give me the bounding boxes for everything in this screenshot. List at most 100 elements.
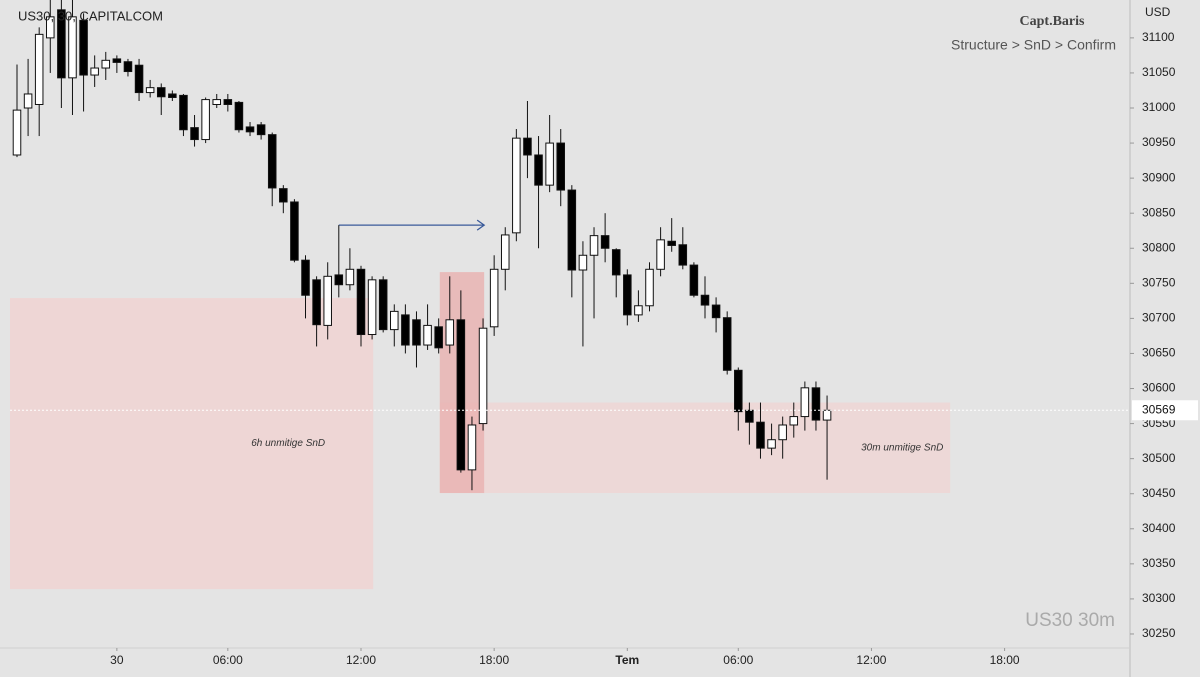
zone-label: 6h unmitige SnD [251, 438, 325, 449]
watermark: US30 30m [1025, 610, 1115, 631]
candle-up [423, 324, 432, 346]
candle-down [434, 326, 443, 349]
candle-down [112, 58, 122, 63]
candle-up [545, 142, 554, 186]
symbol: US30, 30, CAPITALCOM [18, 8, 163, 23]
subtitle: Structure > SnD > Confirm [951, 37, 1116, 53]
candle-up [68, 16, 77, 79]
candle-down [356, 268, 366, 336]
last-price-label: 30569 [1142, 402, 1176, 416]
candle-up [478, 327, 488, 425]
candle-up [767, 439, 776, 449]
candle-down [600, 235, 610, 249]
x-tick-label: 06:00 [213, 653, 243, 667]
candle-down [756, 421, 765, 449]
candle-up [512, 137, 521, 234]
author: Capt.Baris [1020, 14, 1086, 29]
y-tick-label: 30700 [1142, 311, 1176, 325]
x-tick-label: 12:00 [856, 653, 886, 667]
candle-down [456, 319, 466, 471]
candle-down [156, 87, 166, 98]
candle-down [401, 314, 410, 346]
plot [10, 0, 1130, 491]
candle-down [523, 137, 532, 156]
currency: USD [1145, 5, 1171, 19]
candle-up [789, 416, 799, 426]
x-tick-label: 30 [110, 653, 124, 667]
candle-down [290, 201, 299, 261]
candle-up [634, 305, 643, 316]
candle-down [279, 188, 288, 203]
candle-down [79, 19, 88, 76]
candle-down [179, 94, 188, 131]
candle-up [778, 424, 787, 441]
candle-up [589, 235, 599, 256]
candle-up [578, 254, 588, 271]
y-tick-label: 30350 [1142, 556, 1176, 570]
candle-down [623, 274, 632, 316]
candle-up [500, 234, 510, 270]
candle-up [489, 268, 499, 328]
y-tick-label: 30300 [1142, 591, 1176, 605]
candle-down [534, 154, 543, 186]
y-tick-label: 31000 [1142, 100, 1176, 114]
y-tick-label: 30250 [1142, 626, 1176, 640]
candle-down [689, 264, 699, 296]
candle-up [822, 409, 832, 421]
candle-up [34, 33, 44, 105]
candle-up [656, 239, 665, 270]
y-tick-label: 30400 [1142, 521, 1176, 535]
candle-down [378, 279, 388, 331]
candle-up [12, 109, 22, 156]
candle-down [745, 409, 754, 423]
candle-up [445, 319, 455, 346]
arrow-head [476, 219, 486, 231]
candle-down [312, 279, 321, 326]
candle-up [201, 99, 210, 141]
x-tick-label: 12:00 [346, 653, 376, 667]
candle-down [412, 319, 421, 346]
y-tick-label: 31050 [1142, 65, 1176, 79]
candle-down [811, 387, 821, 421]
candle-up [800, 387, 810, 418]
zone [439, 402, 951, 494]
candle-down [301, 259, 310, 296]
candle-down [722, 317, 732, 371]
candle-down [700, 294, 710, 306]
candle-up [390, 310, 399, 331]
candle-up [323, 275, 332, 326]
last-price-box [1132, 400, 1198, 421]
y-tick-label: 30650 [1142, 346, 1176, 360]
candle-down [611, 249, 621, 276]
candle-down [734, 369, 743, 413]
candle-up [367, 279, 377, 336]
candle-up [90, 67, 99, 76]
candle-down [711, 304, 721, 319]
y-tick-label: 30950 [1142, 135, 1176, 149]
candle-up [212, 99, 222, 105]
candle-up [645, 268, 654, 307]
y-tick-label: 30600 [1142, 381, 1176, 395]
candle-down [123, 61, 133, 73]
candle-down [223, 99, 233, 105]
candle-down [256, 124, 266, 136]
candle-up [101, 59, 111, 69]
x-tick-label: 06:00 [723, 653, 753, 667]
candle-down [267, 134, 277, 189]
candle-up [46, 16, 55, 39]
candle-down [678, 244, 688, 266]
x-tick-label: Tem [615, 653, 639, 667]
candle-up [23, 93, 33, 109]
y-tick-label: 30500 [1142, 451, 1176, 465]
y-tick-label: 31100 [1142, 30, 1175, 44]
x-tick-label: 18:00 [479, 653, 509, 667]
zone-label: 30m unmitige SnD [861, 442, 943, 453]
candle-down [57, 9, 66, 79]
candle-down [556, 142, 566, 191]
y-tick-label: 30450 [1142, 486, 1176, 500]
candle-up [145, 87, 155, 94]
zone [10, 298, 374, 590]
candle-down [334, 274, 344, 286]
y-tick-label: 30800 [1142, 240, 1176, 254]
